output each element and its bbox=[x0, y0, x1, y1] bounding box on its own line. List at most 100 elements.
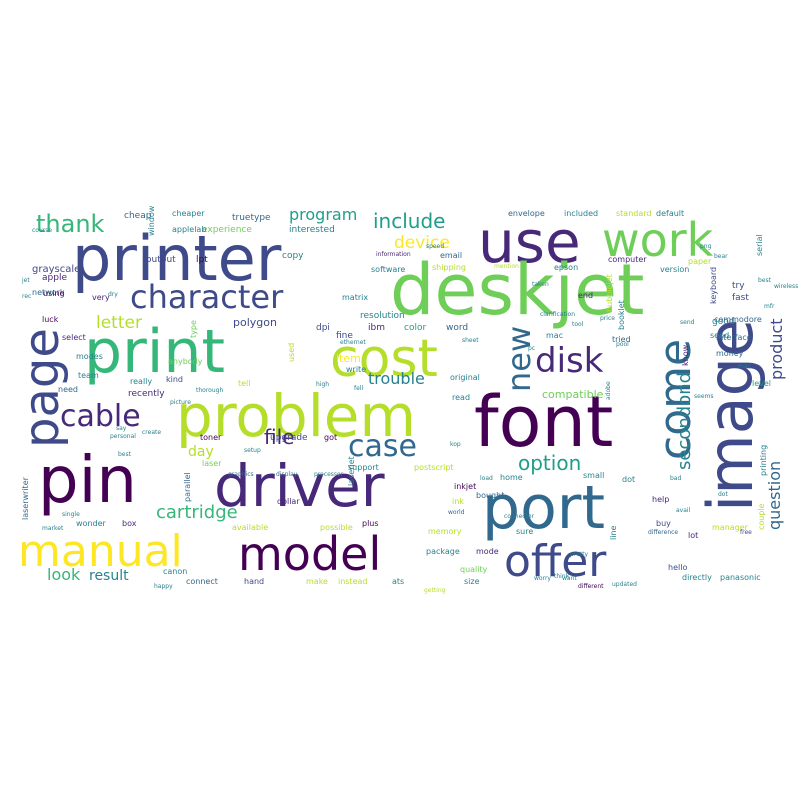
word-market: market bbox=[42, 525, 64, 532]
word-cartridge: cartridge bbox=[156, 502, 238, 523]
word-tool: tool bbox=[572, 321, 584, 328]
word-email: email bbox=[440, 251, 462, 260]
word-window: window bbox=[147, 205, 156, 236]
word-upgrade: upgrade bbox=[270, 433, 308, 443]
word-network: network bbox=[32, 288, 65, 297]
word-applelab: applelab bbox=[172, 225, 206, 234]
word-dot: dot bbox=[622, 475, 635, 484]
word-sure: sure bbox=[516, 527, 533, 536]
word-bear: bear bbox=[714, 253, 728, 260]
word-mac: mac bbox=[546, 331, 563, 340]
word-product: product bbox=[767, 318, 786, 380]
word-kop: kop bbox=[450, 441, 461, 448]
word-pin: pin bbox=[38, 444, 137, 518]
word-single: single bbox=[62, 511, 80, 518]
word-png: png bbox=[700, 243, 712, 250]
word-wonder: wonder bbox=[76, 519, 107, 528]
word-end: end bbox=[578, 291, 593, 300]
word-setup: setup bbox=[244, 447, 261, 454]
word-mention: mention bbox=[494, 263, 519, 270]
word-canon: canon bbox=[163, 567, 187, 576]
word-software: software bbox=[371, 265, 405, 274]
word-serial: serial bbox=[755, 234, 764, 256]
word-personal: personal bbox=[110, 433, 136, 440]
word-hello: hello bbox=[668, 563, 687, 572]
word-kind: kind bbox=[166, 375, 183, 384]
word-recently: recently bbox=[128, 389, 165, 399]
word-quality: quality bbox=[460, 565, 488, 574]
word-shipping: shipping bbox=[432, 263, 466, 272]
word-include: include bbox=[373, 209, 445, 233]
word-use: use bbox=[478, 208, 581, 276]
word-make: make bbox=[306, 577, 328, 586]
word-price: price bbox=[600, 315, 615, 322]
word-trouble: trouble bbox=[368, 369, 425, 388]
word-disk: disk bbox=[535, 341, 604, 381]
word-laserjet: laserjet bbox=[347, 456, 356, 486]
word-lpt: lpt bbox=[196, 255, 208, 265]
word-copy: copy bbox=[282, 251, 304, 261]
word-version: version bbox=[660, 265, 689, 274]
word-best: best bbox=[758, 277, 772, 284]
word-buy: buy bbox=[656, 519, 671, 528]
word-small: small bbox=[583, 471, 604, 480]
word-standard: standard bbox=[616, 209, 651, 218]
word-type: type bbox=[189, 320, 198, 338]
word-question: question bbox=[765, 461, 784, 530]
word-possible: possible bbox=[320, 523, 353, 532]
word-very: very bbox=[92, 293, 110, 302]
word-adobe: adobe bbox=[605, 381, 612, 400]
word-different: different bbox=[578, 583, 604, 590]
word-cheaper: cheaper bbox=[172, 209, 205, 218]
word-default: default bbox=[656, 209, 684, 218]
word-money: money bbox=[716, 349, 744, 358]
word-seems: seems bbox=[694, 393, 713, 400]
word-epson: epson bbox=[554, 263, 578, 272]
word-try: try bbox=[732, 281, 745, 291]
word-font: font bbox=[474, 381, 613, 463]
word-used: used bbox=[287, 343, 296, 362]
word-pc: pc bbox=[528, 345, 535, 352]
word-load: load bbox=[480, 475, 493, 482]
word-postscript: postscript bbox=[414, 463, 454, 472]
word-cost: cost bbox=[330, 329, 438, 389]
word-free: free bbox=[740, 529, 752, 536]
word-dollar: dollar bbox=[277, 497, 300, 506]
word-fine: fine bbox=[336, 331, 353, 341]
word-want: want bbox=[562, 575, 577, 582]
word-level: level bbox=[752, 379, 771, 388]
word-got: got bbox=[324, 433, 337, 442]
word-home: home bbox=[500, 473, 523, 482]
word-good: good bbox=[712, 317, 734, 327]
word-really: really bbox=[130, 377, 152, 386]
word-hand: hand bbox=[244, 577, 264, 586]
word-interface: interface bbox=[716, 333, 752, 342]
word-color: color bbox=[404, 323, 426, 333]
word-say: say bbox=[116, 425, 127, 432]
word-dpi: dpi bbox=[316, 323, 330, 333]
word-ink: ink bbox=[452, 497, 464, 506]
word-manager: manager bbox=[712, 523, 749, 532]
word-output: output bbox=[146, 255, 176, 265]
word-printer: printer bbox=[72, 222, 282, 295]
word-original: original bbox=[450, 373, 480, 382]
word-laserwriter: laserwriter bbox=[21, 476, 30, 520]
word-couple: couple bbox=[757, 503, 766, 530]
word-mode: mode bbox=[476, 547, 499, 556]
word-support: support bbox=[348, 463, 379, 472]
word-bought: bought bbox=[476, 491, 504, 500]
word-thorough: thorough bbox=[196, 387, 223, 394]
word-high: high bbox=[316, 381, 329, 388]
word-line: line bbox=[609, 525, 618, 540]
word-pool: pool bbox=[616, 341, 629, 348]
word-updated: updated bbox=[612, 581, 637, 588]
word-speed: speed bbox=[426, 243, 444, 250]
word-secondond: secondond bbox=[674, 372, 695, 470]
word-mac: mac bbox=[738, 363, 751, 370]
word-apple: apple bbox=[42, 273, 67, 283]
word-directly: directly bbox=[682, 573, 712, 582]
word-polygon: polygon bbox=[233, 316, 277, 329]
word-driver: driver bbox=[214, 452, 385, 520]
word-resolution: resolution bbox=[360, 311, 405, 321]
word-panasonic: panasonic bbox=[720, 573, 761, 582]
